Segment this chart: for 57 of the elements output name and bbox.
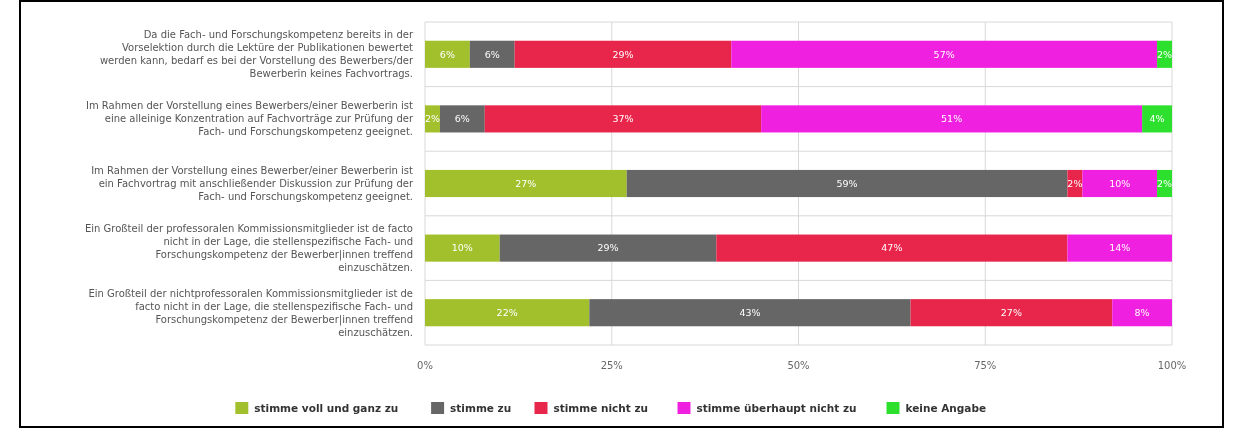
legend-label: stimme nicht zu — [553, 401, 649, 414]
data-label: 59% — [836, 177, 858, 189]
bar — [425, 169, 627, 198]
y-tick-label: Ein Großteil der nichtprofessoralen Kommissionsmitglieder ist de facto nicht in der Lage, die stellenspezifische Fach- und Forschungskompetenz der Bewerber|innen treffend einzuschätzen. — [88, 287, 413, 338]
data-label: 10% — [451, 242, 473, 254]
bar — [484, 105, 762, 133]
data-label: 22% — [496, 307, 518, 319]
legend-label: stimme zu — [450, 401, 512, 414]
data-label: 10% — [1109, 177, 1131, 189]
x-tick-label: 0% — [417, 360, 433, 371]
bar — [716, 234, 1068, 262]
y-tick-label: Im Rahmen der Vorstellung eines Bewerber/einer Bewerberin ist ein Fachvortrag mit anschließender Diskussion zur Prüfung der Fach- und Forschungskompetenz geeignet. — [91, 165, 414, 202]
data-label: 57% — [933, 48, 955, 60]
data-label: 14% — [1109, 242, 1131, 254]
y-tick-label: Ein Großteil der professoralen Kommissionsmitglieder ist de facto nicht in der Lage, die stellenspezifische Fach- und Forschungskompetenz der Bewerber|innen treffend einzuschätzen. — [84, 223, 413, 274]
legend-label: stimme voll und ganz zu — [254, 401, 399, 414]
bar — [439, 105, 485, 133]
legend-label: keine Angabe — [905, 401, 987, 414]
data-label: 29% — [597, 242, 619, 254]
x-tick-label: 75% — [974, 360, 997, 371]
bar — [1067, 234, 1172, 262]
data-label: 6% — [439, 48, 455, 60]
data-label: 37% — [612, 113, 634, 125]
bar — [425, 234, 500, 262]
data-label: 43% — [739, 307, 761, 319]
data-label: 2% — [1067, 177, 1083, 189]
data-label: 8% — [1134, 307, 1150, 319]
y-tick-label: Da die Fach- und Forschungskompetenz bereits in der Vorselektion durch die Lektüre der Publikationen bewertet werden kann, bedarf es bei der Vorstellung des Bewerbers/der Bewerberin keines Fachvortrags. — [99, 29, 414, 80]
x-tick-label: 100% — [1157, 360, 1187, 371]
data-label: 27% — [515, 177, 537, 189]
bar — [626, 169, 1068, 198]
data-label: 2% — [424, 113, 441, 125]
bar — [589, 299, 911, 327]
bar — [425, 40, 470, 68]
bar — [1142, 105, 1172, 133]
data-label: 29% — [612, 48, 634, 60]
bar — [425, 299, 590, 327]
bar — [761, 105, 1143, 133]
bar — [731, 40, 1158, 68]
bar — [1112, 299, 1172, 327]
data-label: 47% — [881, 242, 903, 254]
data-label: 6% — [454, 113, 470, 125]
bar — [469, 40, 515, 68]
data-label: 51% — [941, 113, 963, 125]
data-label: 2% — [1156, 177, 1173, 189]
bar — [499, 234, 717, 262]
data-label: 6% — [484, 48, 500, 60]
x-tick-label: 25% — [600, 360, 623, 371]
y-tick-label: Im Rahmen der Vorstellung eines Bewerbers/einer Bewerberin ist eine alleinige Konzentration auf Fachvorträge zur Prüfung der Fach- und Forschungskompetenz geeignet. — [85, 100, 414, 138]
x-tick-label: 50% — [787, 360, 810, 371]
legend-label: stimme überhaupt nicht zu — [696, 401, 857, 414]
data-label: 4% — [1149, 113, 1165, 125]
data-label: 2% — [1156, 48, 1173, 60]
bar — [514, 40, 732, 68]
data-label: 27% — [1000, 307, 1022, 319]
bar — [910, 299, 1113, 327]
bar — [1082, 169, 1158, 198]
